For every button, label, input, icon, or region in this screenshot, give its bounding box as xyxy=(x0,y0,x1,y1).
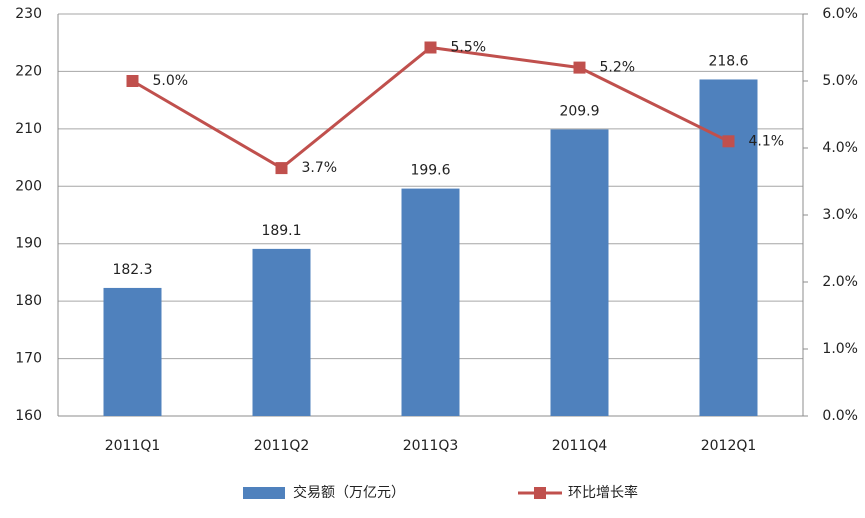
x-tick-label: 2012Q1 xyxy=(701,438,757,454)
bar-value-label: 189.1 xyxy=(261,223,301,239)
bar xyxy=(252,248,311,416)
y-tick-label: 230 xyxy=(15,6,42,22)
line-marker xyxy=(722,135,735,148)
legend-label: 交易额（万亿元） xyxy=(293,484,405,501)
y2-tick-label: 0.0% xyxy=(822,408,858,424)
y2-tick-label: 2.0% xyxy=(822,274,858,290)
bar xyxy=(550,129,609,416)
line-value-label: 4.1% xyxy=(749,133,785,149)
legend-swatch xyxy=(243,487,285,499)
y-tick-label: 210 xyxy=(15,121,42,137)
y-tick-label: 170 xyxy=(15,351,42,367)
line xyxy=(131,45,730,170)
bar xyxy=(401,188,460,416)
line-value-label: 3.7% xyxy=(302,160,338,176)
x-tick-label: 2011Q2 xyxy=(254,438,310,454)
legend-marker xyxy=(534,487,546,499)
line-marker xyxy=(573,61,586,74)
x-tick-label: 2011Q4 xyxy=(552,438,608,454)
line-value-label: 5.2% xyxy=(600,60,636,76)
y2-tick-label: 5.0% xyxy=(822,73,858,89)
y-tick-label: 160 xyxy=(15,408,42,424)
line-value-label: 5.5% xyxy=(451,40,487,56)
y2-tick-label: 3.0% xyxy=(822,207,858,223)
y-tick-label: 200 xyxy=(15,178,42,194)
line-value-label: 5.0% xyxy=(153,73,189,89)
bar xyxy=(103,287,162,416)
line-marker xyxy=(424,41,437,54)
y2-tick-label: 4.0% xyxy=(822,140,858,156)
bar-value-label: 218.6 xyxy=(708,53,748,69)
y2-tick-label: 1.0% xyxy=(822,341,858,357)
line-marker xyxy=(126,75,139,87)
bar-value-label: 199.6 xyxy=(410,163,450,179)
x-tick-label: 2011Q3 xyxy=(403,438,459,454)
bar-value-label: 182.3 xyxy=(112,262,152,278)
y-tick-label: 220 xyxy=(15,63,42,79)
x-tick-label: 2011Q1 xyxy=(105,438,161,454)
legend-label: 环比增长率 xyxy=(568,484,638,501)
y-tick-label: 190 xyxy=(15,236,42,252)
y-tick-label: 180 xyxy=(15,293,42,309)
line-marker xyxy=(275,162,288,175)
y2-tick-label: 6.0% xyxy=(822,6,858,22)
bar-value-label: 209.9 xyxy=(559,103,599,119)
